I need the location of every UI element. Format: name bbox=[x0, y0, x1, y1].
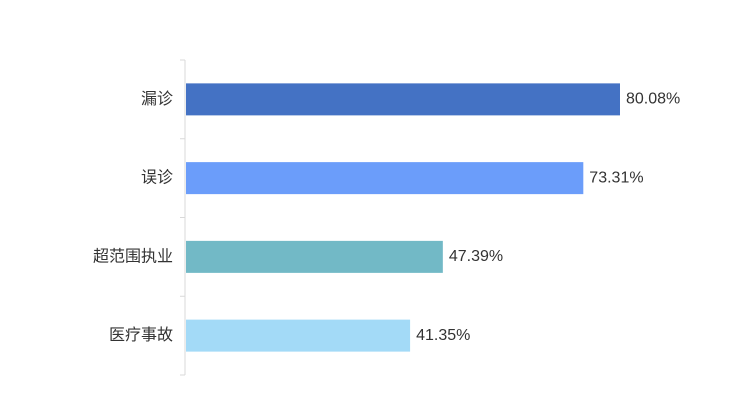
category-label: 医疗事故 bbox=[109, 325, 173, 344]
value-label: 73.31% bbox=[589, 169, 643, 186]
category-label: 漏诊 bbox=[141, 89, 173, 108]
bars-group bbox=[186, 83, 620, 352]
value-labels-group: 80.08% 73.31% 47.39% 41.35% bbox=[416, 91, 680, 344]
category-label: 误诊 bbox=[141, 168, 173, 187]
value-label: 41.35% bbox=[416, 327, 470, 344]
y-axis-group bbox=[180, 59, 186, 376]
category-label: 超范围执业 bbox=[93, 246, 173, 265]
bar bbox=[186, 240, 443, 273]
value-label: 80.08% bbox=[626, 91, 680, 108]
bar bbox=[186, 83, 620, 116]
bar bbox=[186, 319, 411, 352]
value-label: 47.39% bbox=[449, 248, 503, 265]
bar bbox=[186, 162, 584, 195]
